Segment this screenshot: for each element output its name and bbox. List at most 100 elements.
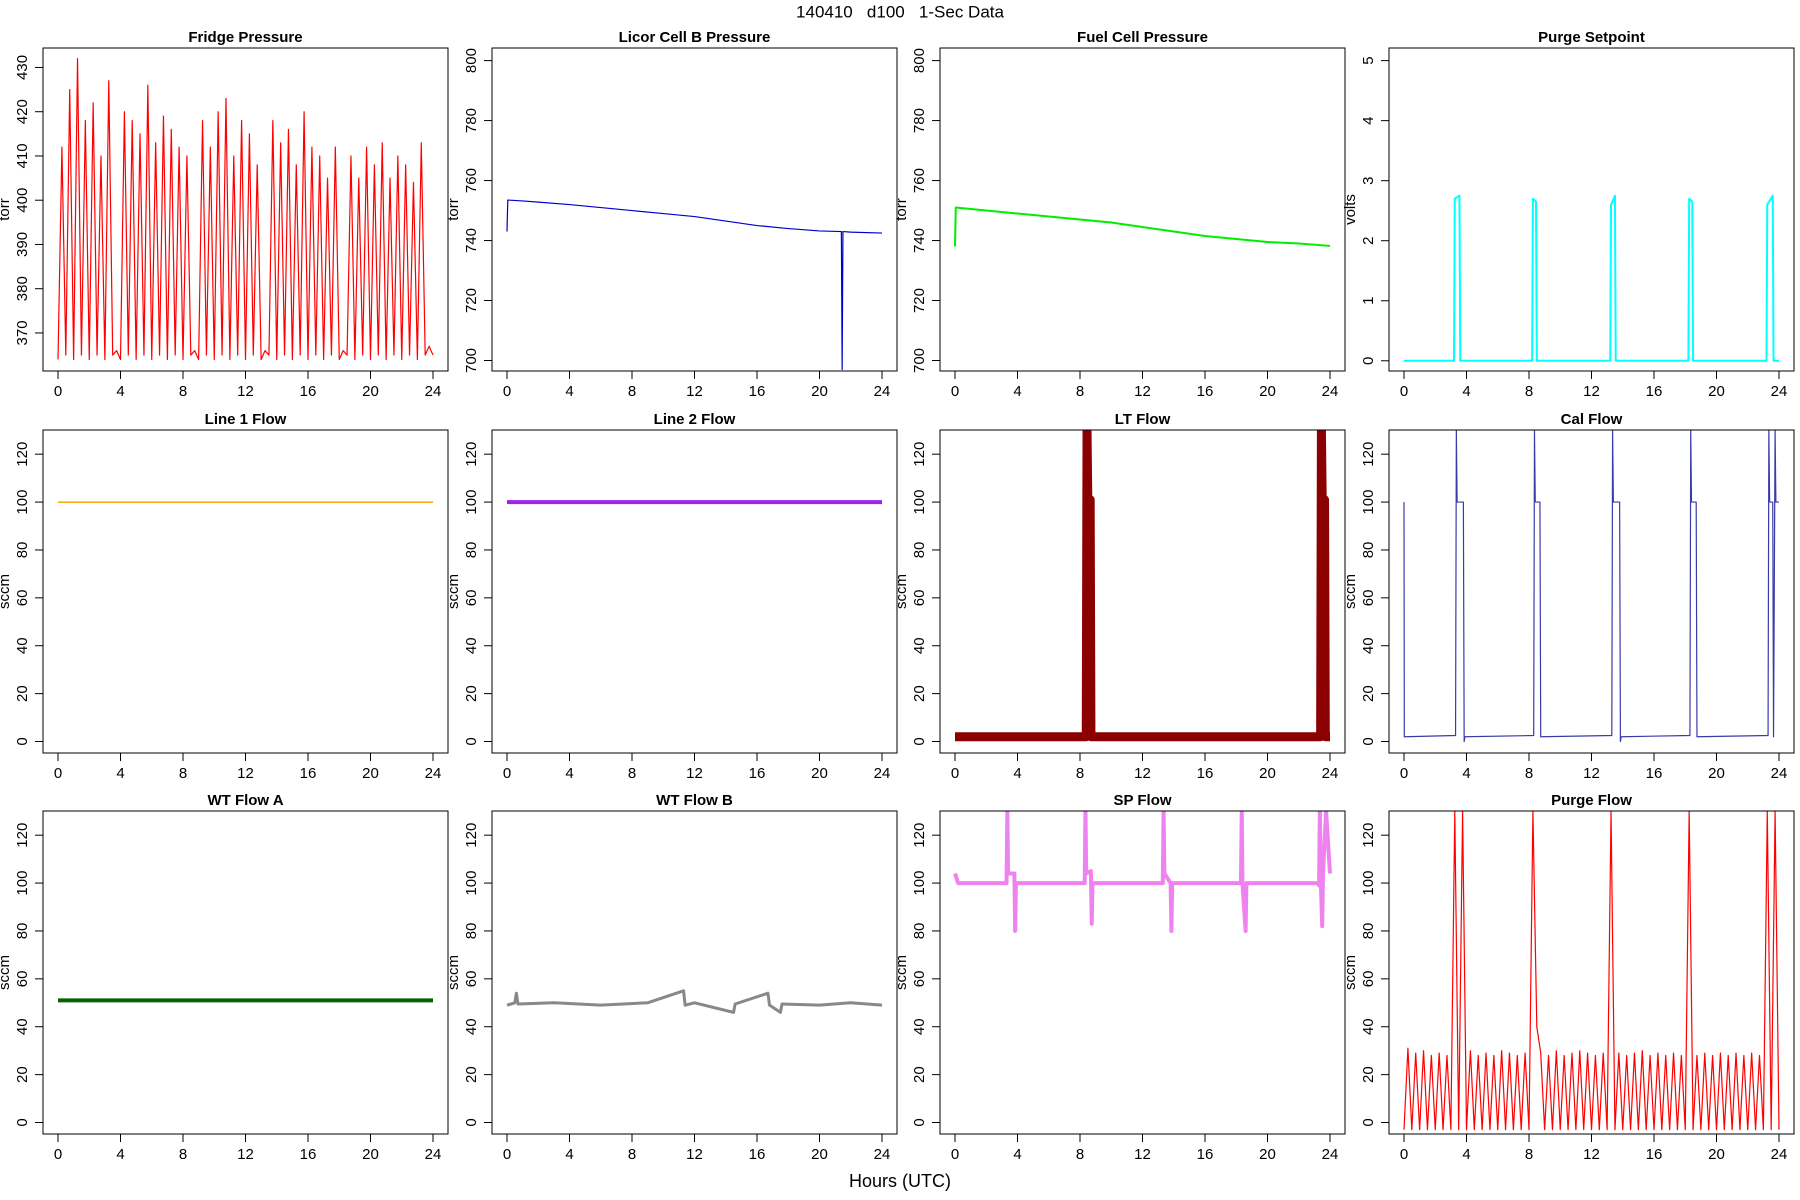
x-tick-label: 20 — [362, 383, 379, 400]
y-tick-label: 40 — [463, 637, 480, 654]
y-axis-label: torr — [893, 198, 910, 221]
x-tick-label: 8 — [179, 765, 187, 782]
x-tick-label: 16 — [1197, 1146, 1214, 1163]
data-line — [1403, 430, 1779, 743]
x-tick-label: 16 — [1646, 383, 1663, 400]
panel-title: SP Flow — [1113, 792, 1171, 809]
x-tick-label: 12 — [1134, 383, 1151, 400]
y-tick-label: 120 — [911, 823, 928, 848]
x-tick-label: 16 — [749, 383, 766, 400]
y-tick-label: 420 — [14, 99, 31, 124]
panel-title: WT Flow A — [207, 792, 283, 809]
x-tick-label: 20 — [811, 765, 828, 782]
x-tick-label: 24 — [874, 765, 891, 782]
x-tick-label: 0 — [1400, 383, 1408, 400]
y-tick-label: 40 — [14, 1018, 31, 1035]
plot-frame — [491, 810, 898, 1135]
x-tick-label: 16 — [749, 765, 766, 782]
y-tick-label: 80 — [463, 542, 480, 559]
panel-title: Cal Flow — [1561, 411, 1623, 428]
y-tick-label: 120 — [14, 823, 31, 848]
x-tick-label: 16 — [1646, 1146, 1663, 1163]
plot-frame — [491, 47, 898, 372]
y-tick-label: 740 — [463, 228, 480, 253]
plot-frame — [939, 47, 1346, 372]
y-tick-label: 760 — [911, 168, 928, 193]
x-tick-label: 12 — [686, 765, 703, 782]
figure-title: 140410 d100 1-Sec Data — [796, 2, 1004, 21]
x-tick-label: 24 — [1322, 1146, 1339, 1163]
x-tick-label: 4 — [1013, 383, 1021, 400]
y-tick-label: 0 — [14, 737, 31, 745]
x-axis-label: Hours (UTC) — [849, 1171, 951, 1191]
y-tick-label: 5 — [1360, 56, 1377, 64]
x-tick-label: 4 — [116, 1146, 124, 1163]
y-tick-label: 4 — [1360, 116, 1377, 124]
y-tick-label: 20 — [911, 1066, 928, 1083]
y-tick-label: 3 — [1360, 177, 1377, 185]
x-tick-label: 16 — [300, 765, 317, 782]
y-tick-label: 0 — [1360, 1118, 1377, 1126]
x-tick-label: 4 — [1013, 765, 1021, 782]
y-tick-label: 20 — [14, 1066, 31, 1083]
y-tick-label: 80 — [911, 542, 928, 559]
y-tick-label: 100 — [911, 871, 928, 896]
x-tick-label: 16 — [1197, 765, 1214, 782]
y-tick-label: 390 — [14, 232, 31, 257]
plot-frame — [42, 810, 449, 1135]
y-axis-label: sccm — [1342, 955, 1359, 990]
y-tick-label: 120 — [911, 442, 928, 467]
panel-title: Licor Cell B Pressure — [619, 29, 771, 46]
x-tick-label: 24 — [1771, 1146, 1788, 1163]
y-tick-label: 370 — [14, 320, 31, 345]
x-tick-label: 0 — [503, 765, 511, 782]
y-tick-label: 120 — [14, 442, 31, 467]
x-tick-label: 20 — [811, 383, 828, 400]
y-tick-label: 100 — [1360, 871, 1377, 896]
panel: Line 1 Flow sccm 0 4 8 12 16 20 24 0 20 40 60 80 100 12… — [0, 411, 449, 782]
data-line — [1404, 194, 1779, 362]
panel-title: Line 2 Flow — [654, 411, 736, 428]
y-tick-label: 100 — [14, 871, 31, 896]
x-tick-label: 4 — [1462, 383, 1470, 400]
y-tick-label: 120 — [463, 823, 480, 848]
x-tick-label: 16 — [300, 1146, 317, 1163]
plot-frame — [1388, 47, 1795, 372]
x-tick-label: 0 — [503, 383, 511, 400]
x-tick-label: 16 — [1197, 383, 1214, 400]
x-tick-label: 20 — [811, 1146, 828, 1163]
y-tick-label: 0 — [911, 737, 928, 745]
y-tick-label: 700 — [463, 348, 480, 373]
x-tick-label: 20 — [1708, 383, 1725, 400]
y-tick-label: 780 — [911, 108, 928, 133]
x-tick-label: 16 — [300, 383, 317, 400]
y-tick-label: 60 — [463, 590, 480, 607]
x-tick-label: 4 — [116, 383, 124, 400]
x-tick-label: 12 — [1583, 765, 1600, 782]
y-tick-label: 60 — [463, 971, 480, 988]
y-axis-label: sccm — [0, 574, 13, 609]
x-tick-label: 20 — [362, 765, 379, 782]
y-tick-label: 40 — [911, 637, 928, 654]
x-tick-label: 4 — [1462, 765, 1470, 782]
plot-frame — [491, 429, 898, 754]
y-tick-label: 120 — [1360, 823, 1377, 848]
x-tick-label: 20 — [1708, 765, 1725, 782]
y-tick-label: 80 — [1360, 923, 1377, 940]
y-tick-label: 20 — [911, 685, 928, 702]
y-tick-label: 40 — [1360, 637, 1377, 654]
x-tick-label: 12 — [237, 1146, 254, 1163]
x-tick-label: 8 — [179, 1146, 187, 1163]
y-tick-label: 20 — [14, 685, 31, 702]
y-tick-label: 100 — [911, 490, 928, 515]
y-tick-label: 20 — [463, 1066, 480, 1083]
x-tick-label: 12 — [1583, 383, 1600, 400]
y-tick-label: 0 — [1360, 357, 1377, 365]
panel: Purge Flow sccm 0 4 8 12 16 20 24 0 20 40 60 80 100 120 — [1342, 792, 1795, 1163]
x-tick-label: 12 — [686, 383, 703, 400]
y-tick-label: 720 — [911, 288, 928, 313]
panel: WT Flow B sccm 0 4 8 12 16 20 24 0 20 40 60 80 100 120 — [445, 792, 898, 1163]
y-tick-label: 720 — [463, 288, 480, 313]
y-axis-label: sccm — [445, 574, 462, 609]
